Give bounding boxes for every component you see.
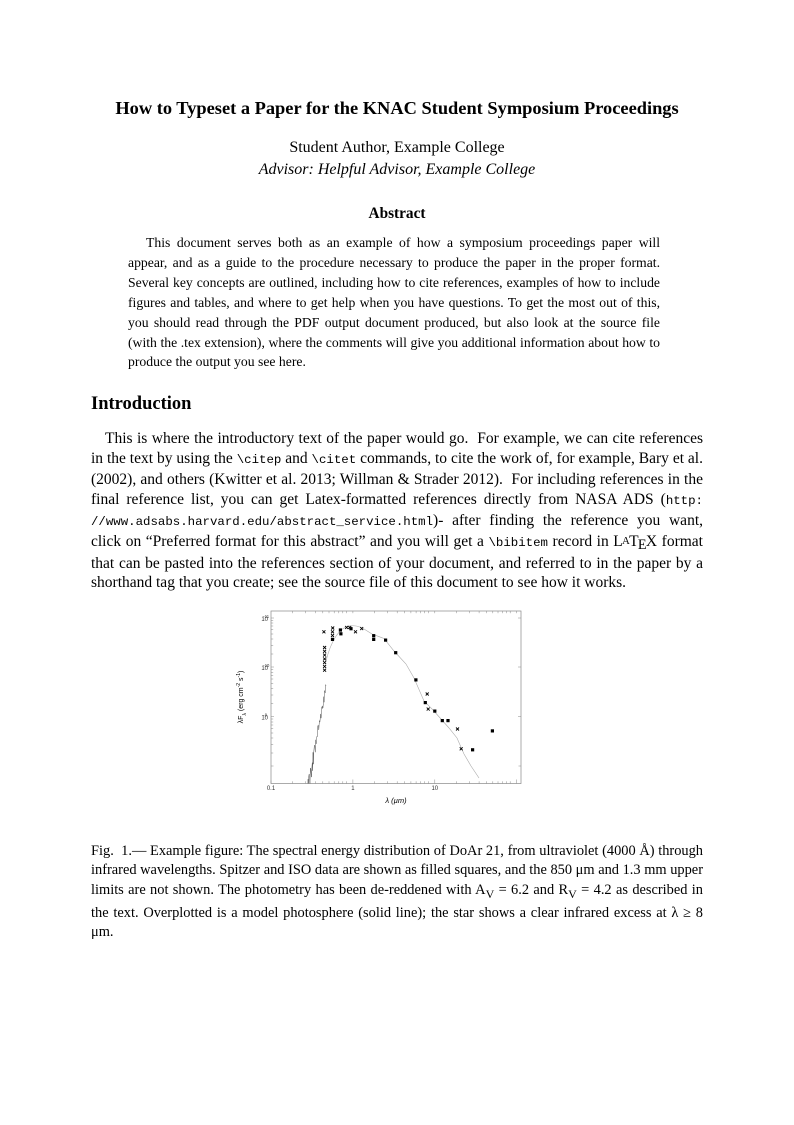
svg-text:1: 1 [351, 786, 355, 792]
svg-text:-9: -9 [263, 712, 267, 717]
svg-text:-11: -11 [263, 614, 269, 619]
svg-text:λFλ (erg cm-2 s-1): λFλ (erg cm-2 s-1) [236, 670, 248, 723]
svg-text:-10: -10 [263, 663, 270, 668]
svg-text:λ (µm): λ (µm) [384, 796, 407, 805]
svg-text:10: 10 [431, 786, 438, 792]
svg-text:0.1: 0.1 [267, 786, 276, 792]
